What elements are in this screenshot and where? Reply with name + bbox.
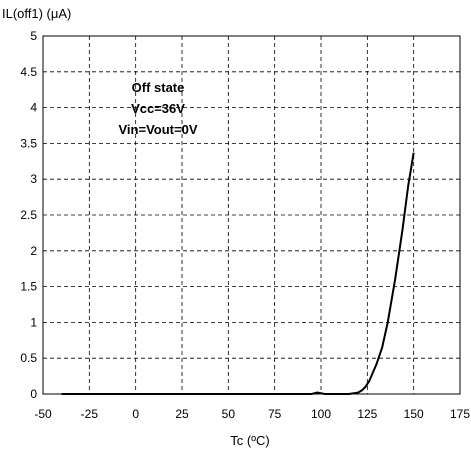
y-tick-label: 0.5: [20, 351, 37, 365]
y-tick-labels: 0 0.5 1 1.5 2 2.5 3 3.5 4 4.5 5: [20, 29, 37, 401]
x-tick-label: 150: [404, 407, 424, 421]
plot-frame: [42, 35, 461, 395]
y-tick-label: 3.5: [20, 136, 37, 150]
x-tick-label: 125: [357, 407, 377, 421]
x-tick-label: 75: [268, 407, 282, 421]
x-tick-label: 0: [132, 407, 139, 421]
x-tick-label: -50: [34, 407, 52, 421]
y-tick-label: 3: [30, 172, 37, 186]
y-tick-label: 0: [30, 387, 37, 401]
x-axis-title: Tc (ºC): [230, 433, 269, 448]
x-tick-labels: -50 -25 0 25 50 75 100 125 150 175: [34, 407, 470, 421]
x-tick-label: 175: [450, 407, 470, 421]
y-tick-label: 2.5: [20, 208, 37, 222]
annotation-line-2: Vcc=36V: [131, 101, 185, 116]
annotation-line-1: Off state: [132, 80, 185, 95]
x-tick-label: -25: [81, 407, 99, 421]
annotation-line-3: Vin=Vout=0V: [119, 122, 198, 137]
y-tick-label: 1: [30, 315, 37, 329]
y-tick-label: 2: [30, 244, 37, 258]
grid: [43, 36, 460, 394]
y-tick-label: 4.5: [20, 65, 37, 79]
y-tick-label: 5: [30, 29, 37, 43]
y-axis-title: IL(off1) (μA): [2, 6, 71, 21]
x-tick-label: 100: [311, 407, 331, 421]
y-tick-label: 1.5: [20, 280, 37, 294]
y-tick-label: 4: [30, 101, 37, 115]
x-tick-label: 50: [222, 407, 236, 421]
x-tick-label: 25: [175, 407, 189, 421]
